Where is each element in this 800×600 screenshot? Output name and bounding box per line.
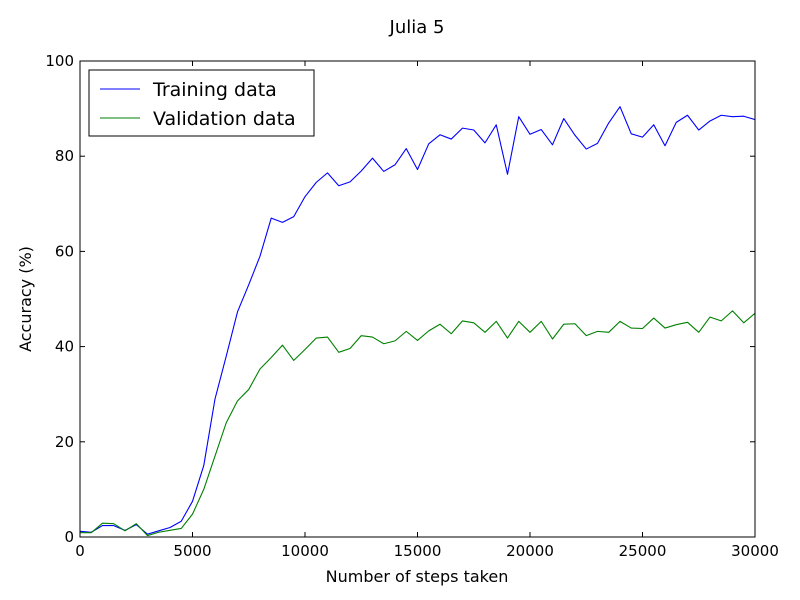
legend-box bbox=[88, 69, 315, 137]
x-tick-label: 20000 bbox=[506, 542, 554, 560]
axis-ticks: 0 5000 10000 15000 20000 25000 30000 0 20 40 60 80 1… bbox=[45, 52, 779, 560]
x-tick-label: 15000 bbox=[394, 542, 442, 560]
series-line-2 bbox=[80, 310, 755, 537]
y-axis-label: Accuracy (%) bbox=[16, 246, 35, 352]
x-tick-label: 30000 bbox=[731, 542, 779, 560]
series-line-1 bbox=[80, 106, 755, 535]
y-tick-label: 100 bbox=[45, 52, 74, 70]
x-tick-label: 10000 bbox=[281, 542, 329, 560]
chart-title: Julia 5 bbox=[389, 17, 445, 38]
y-tick-label: 40 bbox=[55, 338, 74, 356]
series-layer bbox=[80, 106, 755, 537]
x-tick-label: 5000 bbox=[173, 542, 211, 560]
x-tick-label: 0 bbox=[75, 542, 85, 560]
legend-label: Training data bbox=[152, 79, 277, 101]
y-tick-label: 0 bbox=[64, 528, 74, 546]
legend-label: Validation data bbox=[153, 108, 296, 130]
x-tick-label: 25000 bbox=[619, 542, 667, 560]
y-tick-label: 80 bbox=[55, 147, 74, 165]
y-tick-label: 20 bbox=[55, 433, 74, 451]
legend: Training data Validation data bbox=[88, 69, 315, 137]
y-tick-label: 60 bbox=[55, 242, 74, 260]
x-axis-label: Number of steps taken bbox=[326, 567, 509, 586]
